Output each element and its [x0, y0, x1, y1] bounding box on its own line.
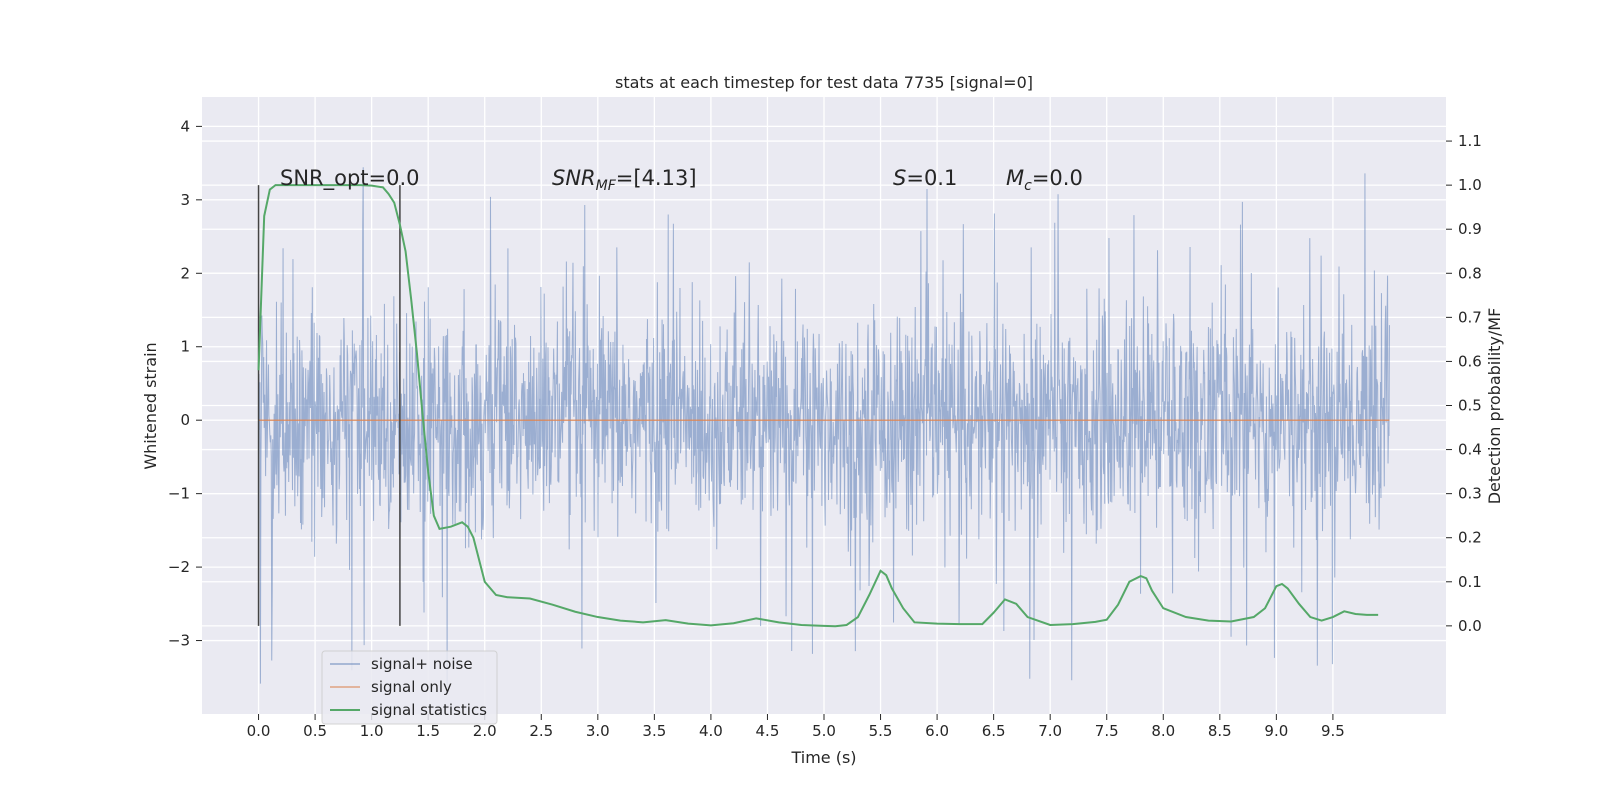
signal-statistics-line: [257, 184, 1379, 628]
y-tick-label-2: 2: [180, 264, 190, 282]
x-axis-label: Time (s): [790, 748, 856, 767]
y2-axis-label: Detection probability/MF: [1485, 308, 1504, 505]
x-tick-label-14: 7.0: [1038, 722, 1062, 740]
x-tick-label-0: 0.0: [247, 722, 271, 740]
x-tick-label-1: 0.5: [303, 722, 327, 740]
x-tick-label-11: 5.5: [869, 722, 893, 740]
x-tick-label-17: 8.5: [1208, 722, 1232, 740]
y2-tick-label-10: 0.1: [1458, 573, 1482, 591]
y2-tick-label-7: 0.4: [1458, 441, 1482, 459]
y-tick-label-7: −3: [168, 632, 190, 650]
legend-label-signal: signal only: [371, 678, 452, 696]
y2-tick-label-0: 1.1: [1458, 132, 1482, 150]
x-tick-label-16: 8.0: [1151, 722, 1175, 740]
x-tick-label-3: 1.5: [416, 722, 440, 740]
x-tick-label-6: 3.0: [586, 722, 610, 740]
annotation-s: S=0.1: [893, 166, 957, 190]
y-tick-label-4: 0: [180, 411, 190, 429]
x-tick-label-5: 2.5: [529, 722, 553, 740]
y-tick-label-6: −2: [168, 558, 190, 576]
snr-mf-subscript: MF: [596, 178, 617, 194]
legend-label-noise: signal+ noise: [371, 655, 473, 673]
x-tick-label-8: 4.0: [699, 722, 723, 740]
y-axis-ticks: 4 3 2 1 0 −1 −2 −3: [168, 117, 202, 650]
x-tick-label-10: 5.0: [812, 722, 836, 740]
y2-tick-label-9: 0.2: [1458, 529, 1482, 547]
x-tick-label-7: 3.5: [642, 722, 666, 740]
y-axis-label: Whitened strain: [141, 342, 160, 469]
snr-mf-value: =[4.13]: [616, 166, 697, 190]
y2-tick-label-2: 0.9: [1458, 220, 1482, 238]
snr-mf-symbol: SNR: [552, 166, 596, 190]
legend-label-stats: signal statistics: [371, 701, 487, 719]
y2-tick-label-8: 0.3: [1458, 485, 1482, 503]
y-tick-label-0: 4: [180, 117, 190, 135]
mc-subscript: c: [1024, 178, 1032, 194]
x-axis-ticks: 0.0 0.5 1.0 1.5 2.0 2.5 3.0 3.5 4.0 4.5 5.0 5.5 6.0 6…: [247, 714, 1345, 740]
x-tick-label-4: 2.0: [473, 722, 497, 740]
x-tick-label-9: 4.5: [756, 722, 780, 740]
y2-tick-label-1: 1.0: [1458, 176, 1482, 194]
y-tick-label-1: 3: [180, 191, 190, 209]
y-tick-label-5: −1: [168, 485, 190, 503]
annotation-snr-mf: SNRMF=[4.13]: [552, 166, 697, 194]
signal-noise-trace: [258, 167, 1390, 685]
x-tick-label-18: 9.0: [1264, 722, 1288, 740]
s-value: =0.1: [906, 166, 957, 190]
legend: signal+ noise signal only signal statist…: [321, 650, 498, 725]
x-tick-label-12: 6.0: [925, 722, 949, 740]
annotation-mc: Mc=0.0: [1006, 166, 1083, 194]
annotation-snr-opt: SNR_opt=0.0: [280, 166, 420, 191]
y-tick-label-3: 1: [180, 338, 190, 356]
mc-value: =0.0: [1032, 166, 1083, 190]
y2-axis-ticks: 1.1 1.0 0.9 0.8 0.7 0.6 0.5 0.4 0.3 0.2 0.1 0.0: [1446, 132, 1482, 635]
chart-title: stats at each timestep for test data 773…: [615, 73, 1033, 92]
y2-tick-label-5: 0.6: [1458, 352, 1482, 370]
y2-tick-label-3: 0.8: [1458, 264, 1482, 282]
x-tick-label-13: 6.5: [982, 722, 1006, 740]
mc-symbol: M: [1006, 166, 1024, 190]
legend-box: [321, 650, 498, 725]
s-symbol: S: [893, 166, 906, 190]
x-tick-label-2: 1.0: [360, 722, 384, 740]
y2-tick-label-4: 0.7: [1458, 308, 1482, 326]
x-tick-label-15: 7.5: [1095, 722, 1119, 740]
signal-noise-series: [258, 167, 1390, 685]
vertical-markers: [257, 185, 401, 626]
x-tick-label-19: 9.5: [1321, 722, 1345, 740]
y2-tick-label-6: 0.5: [1458, 397, 1482, 415]
y2-tick-label-11: 0.0: [1458, 617, 1482, 635]
